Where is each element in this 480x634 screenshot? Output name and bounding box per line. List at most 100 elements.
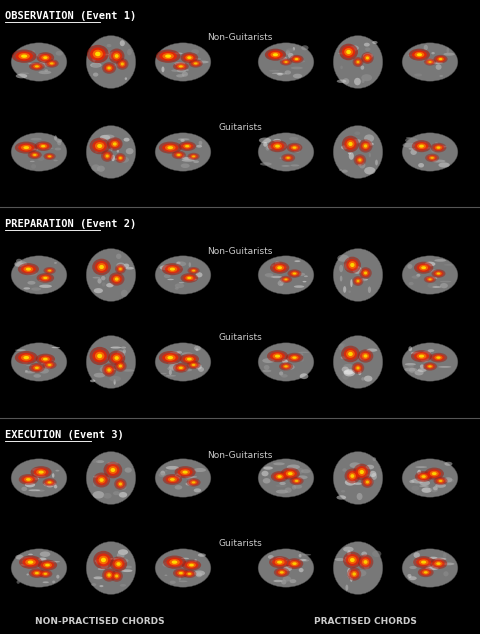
Ellipse shape — [347, 550, 350, 557]
Ellipse shape — [181, 157, 194, 159]
Ellipse shape — [192, 481, 195, 484]
Ellipse shape — [418, 145, 423, 148]
Ellipse shape — [284, 488, 291, 493]
Ellipse shape — [48, 61, 55, 65]
Ellipse shape — [432, 354, 444, 361]
Ellipse shape — [277, 280, 283, 286]
Ellipse shape — [31, 365, 42, 372]
Ellipse shape — [41, 148, 45, 150]
Ellipse shape — [54, 262, 57, 264]
Ellipse shape — [27, 281, 36, 285]
Ellipse shape — [423, 276, 435, 283]
Ellipse shape — [340, 356, 347, 359]
Ellipse shape — [270, 52, 280, 58]
Ellipse shape — [434, 145, 441, 150]
Ellipse shape — [51, 347, 60, 348]
Ellipse shape — [35, 63, 48, 65]
Ellipse shape — [190, 60, 200, 67]
Ellipse shape — [427, 562, 431, 564]
Ellipse shape — [359, 353, 367, 360]
Ellipse shape — [188, 59, 203, 68]
Ellipse shape — [101, 282, 106, 287]
Ellipse shape — [352, 57, 363, 67]
Ellipse shape — [425, 277, 433, 282]
Ellipse shape — [271, 264, 276, 267]
Ellipse shape — [352, 463, 360, 467]
Ellipse shape — [193, 468, 205, 472]
Ellipse shape — [160, 470, 165, 476]
Ellipse shape — [106, 65, 112, 71]
Ellipse shape — [97, 568, 105, 570]
Ellipse shape — [164, 148, 176, 152]
Ellipse shape — [429, 487, 437, 493]
Ellipse shape — [86, 36, 135, 88]
Ellipse shape — [158, 473, 166, 477]
Ellipse shape — [434, 483, 445, 488]
Ellipse shape — [346, 140, 354, 148]
Ellipse shape — [285, 358, 298, 361]
Ellipse shape — [54, 485, 57, 488]
Ellipse shape — [342, 78, 348, 84]
Ellipse shape — [28, 63, 38, 65]
Ellipse shape — [11, 133, 67, 171]
Ellipse shape — [117, 150, 119, 153]
Ellipse shape — [52, 473, 54, 478]
Ellipse shape — [419, 365, 423, 368]
Ellipse shape — [405, 137, 411, 139]
Ellipse shape — [423, 58, 435, 66]
Ellipse shape — [278, 372, 283, 375]
Ellipse shape — [354, 266, 359, 268]
Ellipse shape — [364, 479, 370, 485]
Ellipse shape — [94, 373, 105, 378]
Ellipse shape — [356, 493, 362, 500]
Ellipse shape — [284, 365, 294, 370]
Ellipse shape — [18, 263, 39, 275]
Ellipse shape — [184, 368, 192, 372]
Ellipse shape — [91, 53, 95, 56]
Ellipse shape — [177, 571, 184, 575]
Ellipse shape — [35, 65, 39, 67]
Ellipse shape — [104, 64, 114, 72]
Ellipse shape — [50, 62, 53, 65]
Ellipse shape — [423, 61, 429, 65]
Ellipse shape — [431, 269, 444, 278]
Ellipse shape — [120, 584, 126, 586]
Ellipse shape — [336, 79, 346, 83]
Ellipse shape — [293, 479, 299, 483]
Ellipse shape — [432, 560, 444, 567]
Ellipse shape — [107, 368, 111, 372]
Ellipse shape — [106, 367, 112, 373]
Ellipse shape — [175, 63, 186, 69]
Ellipse shape — [198, 367, 204, 372]
Ellipse shape — [340, 346, 359, 362]
Ellipse shape — [44, 69, 48, 72]
Ellipse shape — [33, 366, 40, 370]
Ellipse shape — [342, 547, 353, 552]
Ellipse shape — [187, 358, 192, 361]
Ellipse shape — [181, 353, 192, 356]
Ellipse shape — [120, 347, 126, 349]
Ellipse shape — [89, 138, 109, 154]
Ellipse shape — [364, 55, 370, 61]
Ellipse shape — [155, 549, 210, 587]
Ellipse shape — [408, 368, 414, 373]
Ellipse shape — [432, 271, 443, 276]
Ellipse shape — [286, 48, 294, 52]
Ellipse shape — [91, 63, 100, 68]
Ellipse shape — [41, 145, 45, 147]
Text: Non-Guitarists: Non-Guitarists — [207, 451, 272, 460]
Ellipse shape — [177, 468, 192, 477]
Ellipse shape — [95, 52, 100, 56]
Ellipse shape — [420, 356, 428, 362]
Ellipse shape — [347, 567, 360, 581]
Ellipse shape — [270, 560, 274, 563]
Ellipse shape — [283, 155, 292, 161]
Ellipse shape — [342, 286, 346, 293]
Ellipse shape — [185, 482, 193, 486]
Ellipse shape — [49, 561, 60, 562]
Ellipse shape — [119, 559, 128, 563]
Ellipse shape — [300, 353, 303, 356]
Ellipse shape — [408, 576, 416, 580]
Ellipse shape — [298, 352, 309, 353]
Ellipse shape — [45, 59, 59, 68]
